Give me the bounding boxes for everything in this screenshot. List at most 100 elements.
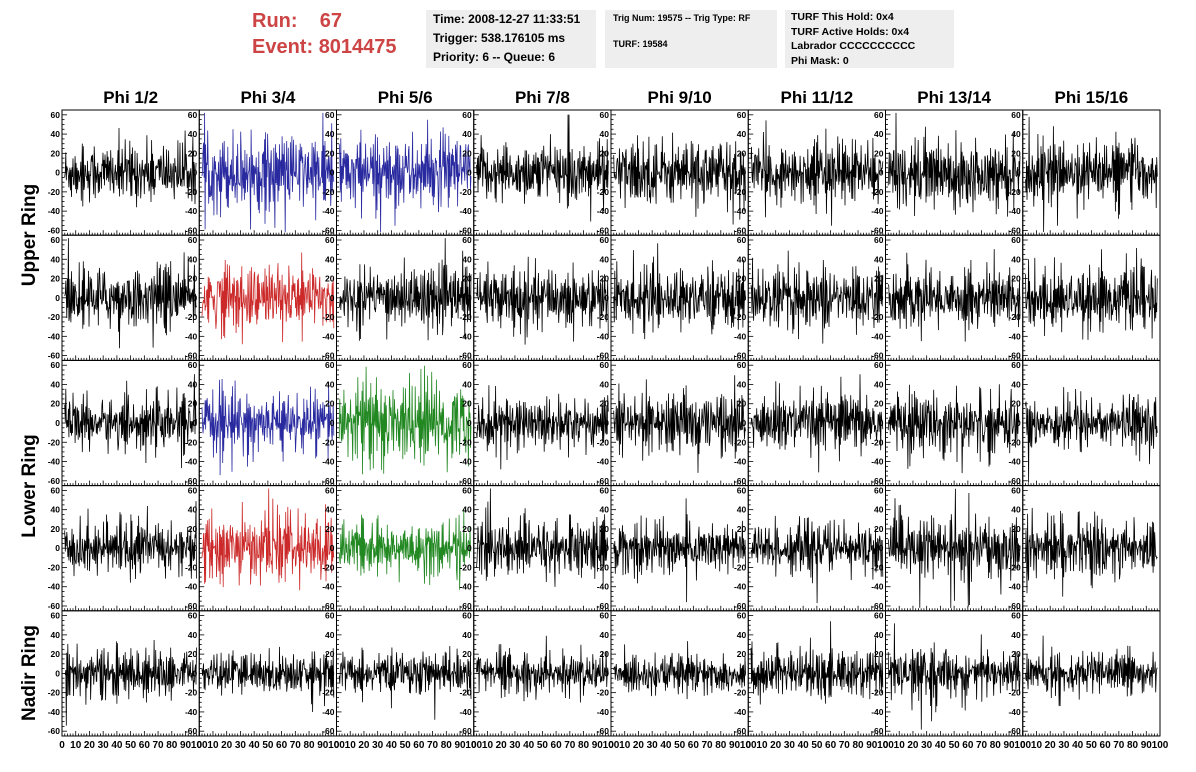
y-tick-label: 40 <box>188 129 198 139</box>
y-tick-label: -40 <box>1008 457 1021 467</box>
y-tick-label: 60 <box>188 235 198 245</box>
y-tick-label: 20 <box>1011 274 1021 284</box>
y-tick-label: 20 <box>874 148 884 158</box>
x-tick-label: 60 <box>825 740 837 751</box>
y-tick-label: -40 <box>459 457 472 467</box>
x-tick-label: 20 <box>907 740 919 751</box>
y-tick-label: -40 <box>322 206 335 216</box>
waveform-panel-r2-c2: -60 -40 -20 0 20 40 60 <box>185 234 337 361</box>
y-tick-label: -60 <box>322 601 335 611</box>
panel-frame <box>336 109 475 236</box>
y-tick-label: 60 <box>51 110 61 120</box>
y-tick-label: -20 <box>48 688 61 698</box>
x-tick-label: 70 <box>976 740 988 751</box>
y-tick-label: -60 <box>597 601 610 611</box>
y-tick-label: -40 <box>48 707 61 717</box>
y-tick-label: -60 <box>871 351 884 361</box>
y-tick-label: -20 <box>1008 437 1021 447</box>
waveform-panel-r2-c4: -60 -40 -20 0 20 40 60 <box>459 234 612 361</box>
phi-header-6: Phi 11/12 <box>780 88 854 107</box>
y-tick-label: 0 <box>55 168 60 178</box>
waveform-trace <box>476 635 609 703</box>
y-tick-label: 20 <box>737 649 747 659</box>
x-tick-label: 20 <box>496 740 508 751</box>
y-tick-label: 60 <box>325 235 335 245</box>
y-tick-label: 40 <box>600 379 610 389</box>
y-tick-label: -40 <box>459 582 472 592</box>
y-tick-label: 60 <box>1011 611 1021 621</box>
y-tick-label: 20 <box>51 524 61 534</box>
y-tick-label: -60 <box>322 225 335 235</box>
waveform-panel-r4-c6: -60 -40 -20 0 20 40 60 <box>734 485 886 612</box>
y-tick-label: 40 <box>188 254 198 264</box>
waveform-panel-r4-c8: -60 -40 -20 0 20 40 60 <box>1008 485 1161 612</box>
y-tick-label: 0 <box>330 668 335 678</box>
y-tick-label: 60 <box>325 360 335 370</box>
y-tick-label: -60 <box>459 225 472 235</box>
x-tick-label: 10 <box>70 740 82 751</box>
waveform-trace <box>201 252 335 345</box>
waveform-panel-r1-c1: -60 -40 -20 0 20 40 60 <box>48 109 200 236</box>
x-tick-label: 0 <box>59 740 65 751</box>
x-tick-label: 50 <box>262 740 274 751</box>
x-tick-label: 80 <box>441 740 453 751</box>
y-tick-label: 20 <box>600 148 610 158</box>
x-tick-label: 40 <box>386 740 398 751</box>
x-tick-label: 40 <box>111 740 123 751</box>
waveform-trace <box>750 515 884 604</box>
waveform-trace <box>201 488 335 591</box>
waveform-trace <box>338 238 472 341</box>
x-tick-label: 20 <box>633 740 645 751</box>
y-tick-label: -60 <box>185 476 198 486</box>
y-tick-label: 0 <box>1016 543 1021 553</box>
y-tick-label: 40 <box>874 630 884 640</box>
y-tick-label: -20 <box>597 187 610 197</box>
y-tick-label: 60 <box>600 110 610 120</box>
y-tick-label: 40 <box>737 379 747 389</box>
x-tick-label: 10 <box>894 740 906 751</box>
y-tick-label: 20 <box>874 399 884 409</box>
run-value: 67 <box>319 10 343 32</box>
y-tick-label: 20 <box>51 399 61 409</box>
y-tick-label: 20 <box>1011 399 1021 409</box>
x-tick-label: 60 <box>551 740 563 751</box>
y-tick-label: 20 <box>600 274 610 284</box>
y-tick-label: 20 <box>462 148 472 158</box>
y-tick-label: 60 <box>600 485 610 495</box>
y-tick-label: -40 <box>185 457 198 467</box>
y-tick-label: 20 <box>874 274 884 284</box>
y-tick-label: 0 <box>467 168 472 178</box>
y-tick-label: -60 <box>597 476 610 486</box>
y-tick-label: -20 <box>871 312 884 322</box>
x-tick-label: 0 <box>471 740 477 751</box>
x-tick-label: 60 <box>688 740 700 751</box>
x-tick-label: 100 <box>465 740 482 751</box>
x-tick-label: 100 <box>191 740 208 751</box>
y-tick-label: 0 <box>193 418 198 428</box>
x-tick-label: 90 <box>454 740 466 751</box>
x-tick-label: 50 <box>537 740 549 751</box>
y-tick-label: 60 <box>325 110 335 120</box>
waveform-panel-r3-c6: -60 -40 -20 0 20 40 60 <box>734 359 886 487</box>
y-tick-label: 20 <box>737 524 747 534</box>
phi-header-7: Phi 13/14 <box>917 88 991 107</box>
y-tick-label: -20 <box>597 437 610 447</box>
x-tick-label: 0 <box>745 740 751 751</box>
waveform-trace <box>1025 507 1158 597</box>
y-tick-label: -40 <box>185 206 198 216</box>
x-tick-label: 20 <box>84 740 96 751</box>
y-tick-label: -60 <box>734 476 747 486</box>
y-tick-label: 60 <box>462 360 472 370</box>
y-tick-label: -20 <box>1008 562 1021 572</box>
y-tick-label: 0 <box>604 293 609 303</box>
y-tick-label: 40 <box>600 254 610 264</box>
x-tick-label: 30 <box>1058 740 1070 751</box>
waveform-panel-r4-c5: -60 -40 -20 0 20 40 60 <box>597 485 749 612</box>
phi-header-8: Phi 15/16 <box>1054 88 1129 107</box>
y-tick-label: 20 <box>1011 524 1021 534</box>
x-tick-label: 30 <box>98 740 110 751</box>
x-tick-label: 60 <box>962 740 974 751</box>
y-tick-label: 0 <box>330 543 335 553</box>
